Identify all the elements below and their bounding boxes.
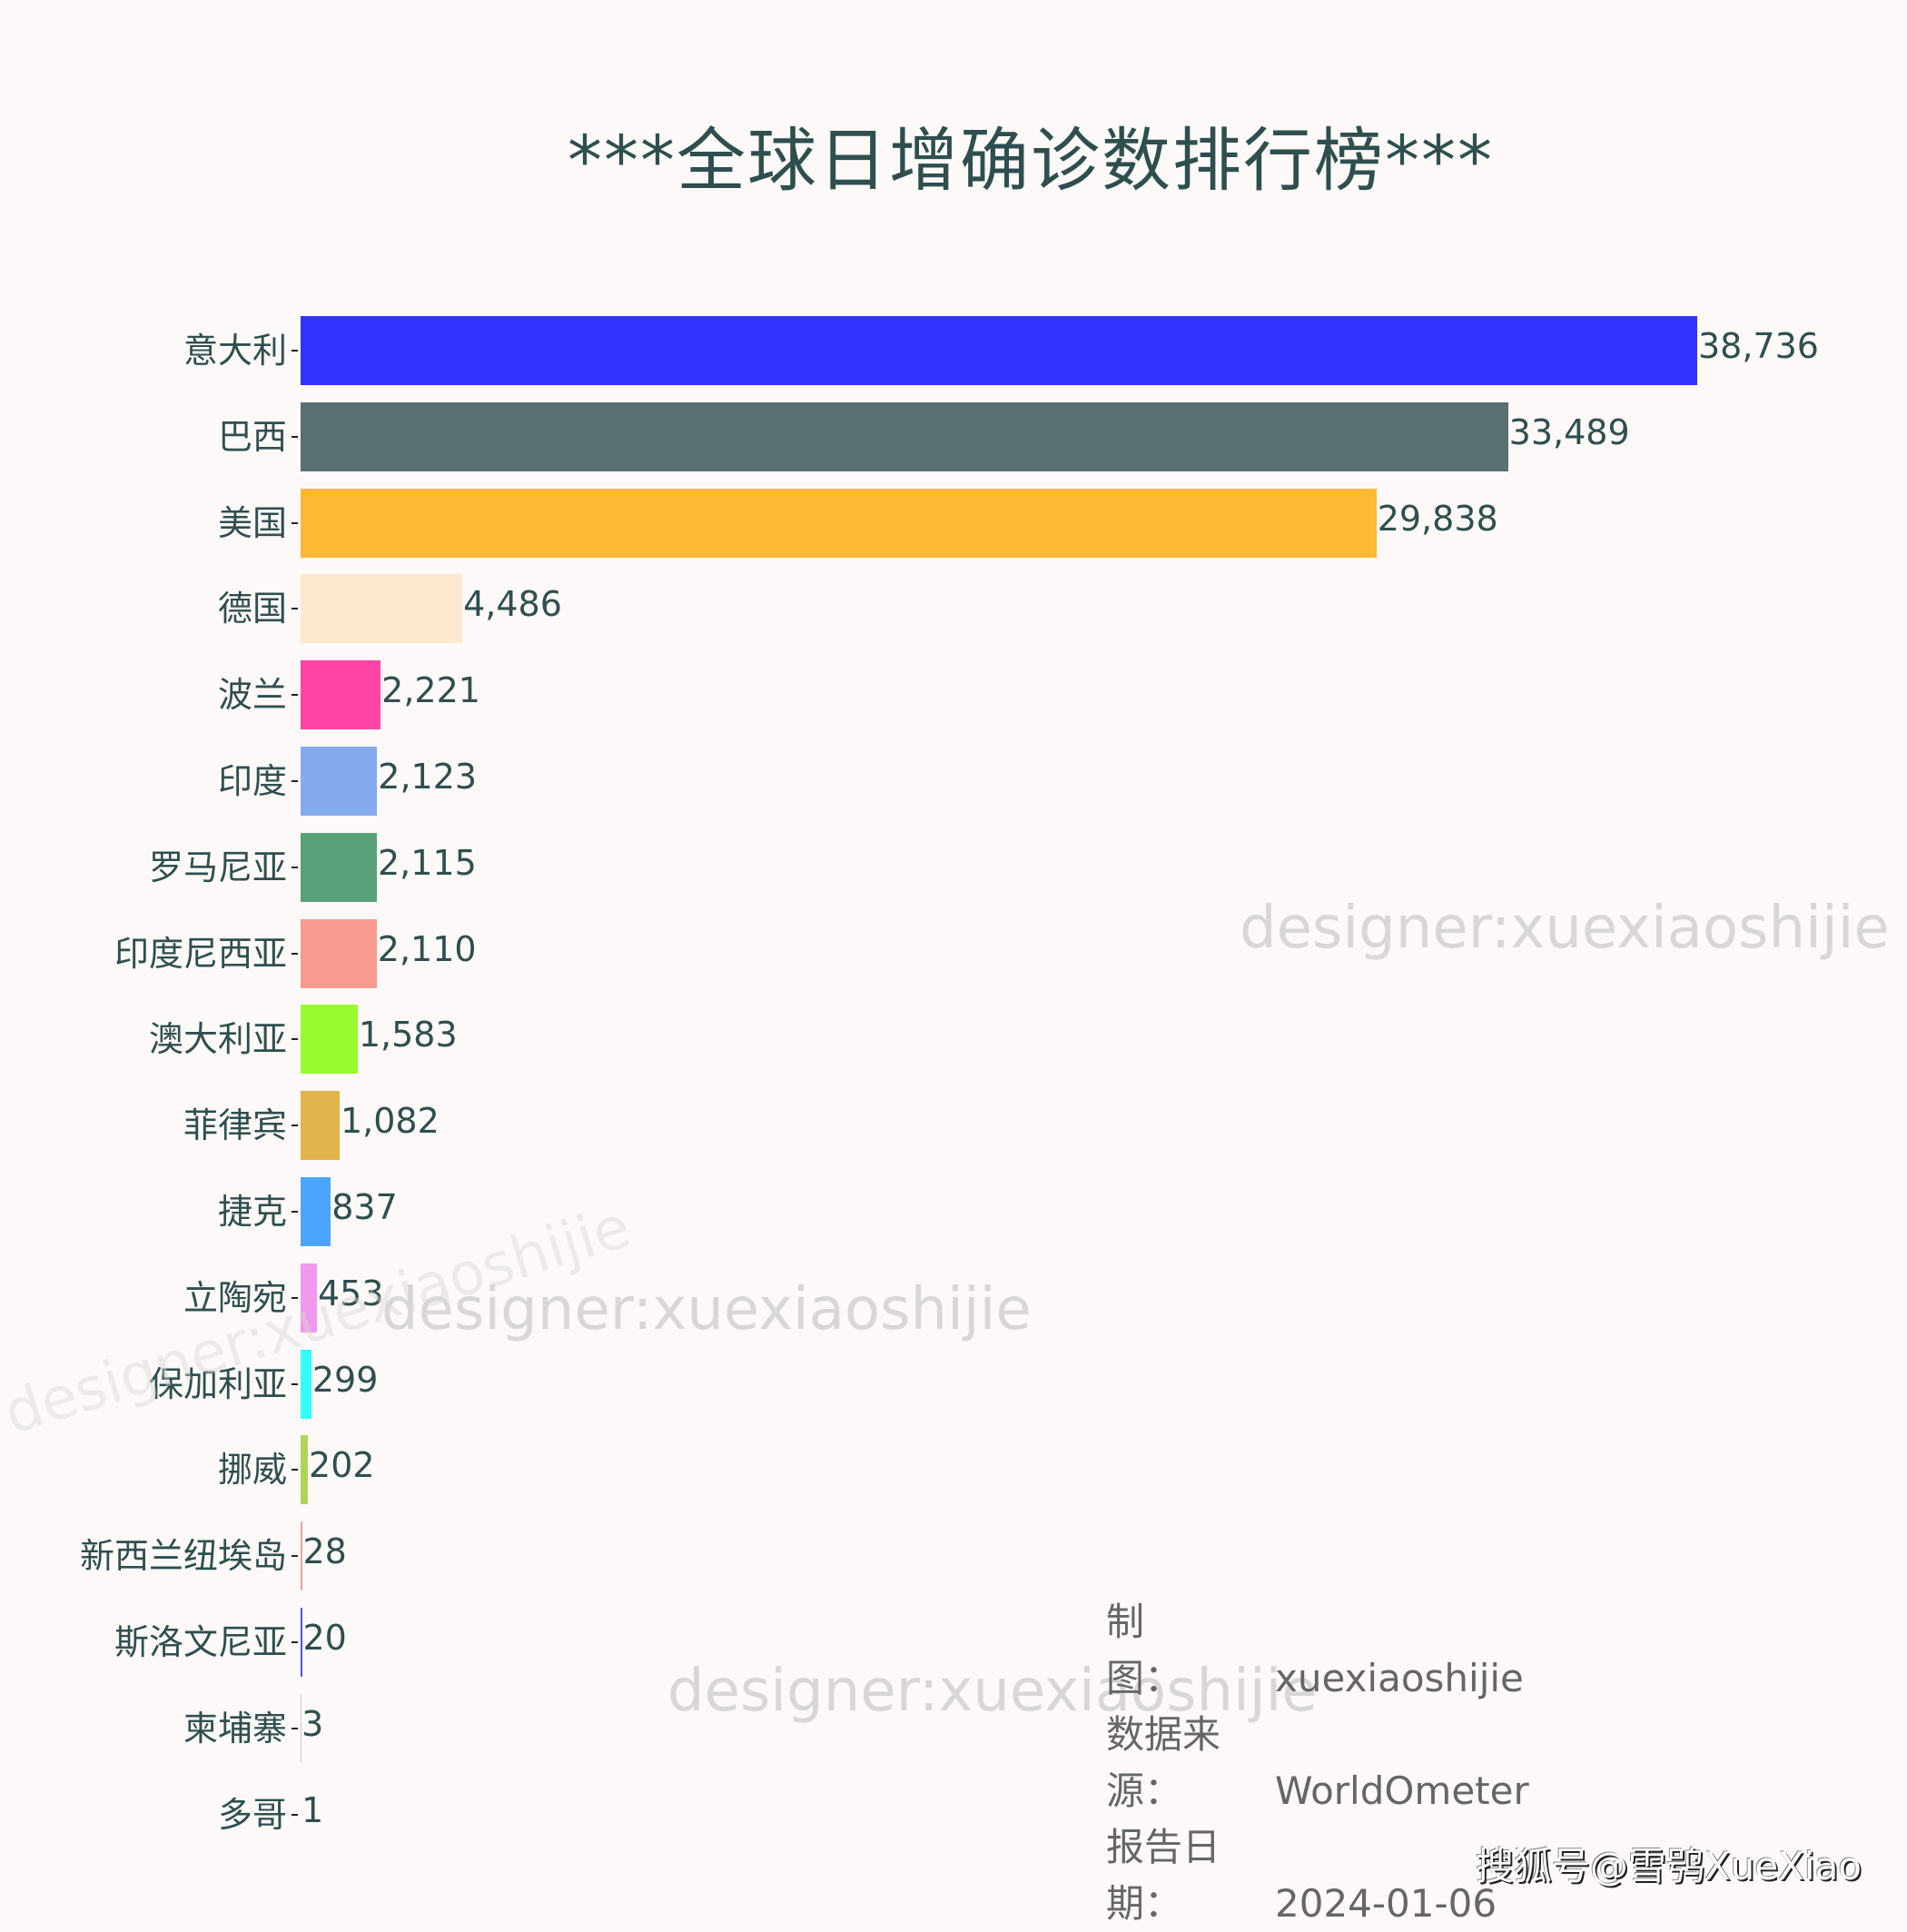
axis-tick [291, 1038, 298, 1040]
value-label: 1,583 [359, 1005, 458, 1074]
value-label: 1,082 [341, 1091, 440, 1160]
category-label: 美国 [218, 489, 287, 558]
category-label: 新西兰纽埃岛 [80, 1521, 287, 1590]
axis-tick [291, 1555, 298, 1557]
bar [301, 1435, 308, 1504]
axis-tick [291, 1814, 298, 1816]
bar [301, 1608, 302, 1677]
axis-tick [291, 953, 298, 955]
footer-credit: 搜狐号@雪鸮XueXiao [1476, 1836, 1862, 1891]
axis-tick [291, 1469, 298, 1471]
category-label: 柬埔寨 [183, 1694, 287, 1763]
bar-row: 德国 4,486 [0, 574, 1907, 643]
bar [301, 919, 377, 988]
category-label: 印度尼西亚 [114, 919, 287, 988]
bar [301, 402, 1508, 471]
axis-tick [291, 1211, 298, 1213]
watermark-right: designer:xuexiaoshijie [1240, 895, 1890, 962]
category-label: 捷克 [218, 1177, 287, 1246]
bar [301, 747, 377, 816]
value-label: 38,736 [1698, 316, 1819, 385]
value-label: 4,486 [463, 574, 562, 643]
value-label: 2,221 [381, 660, 480, 729]
value-label: 20 [303, 1608, 347, 1677]
bar-row: 菲律宾 1,082 [0, 1091, 1907, 1160]
category-label: 德国 [218, 574, 287, 643]
bar-row: 罗马尼亚 2,115 [0, 833, 1907, 902]
axis-tick [291, 522, 298, 524]
chart-notes: 制 图：xuexiaoshijie 数据来源：WorldOmeter 报告日期：… [1106, 1594, 1529, 1932]
axis-tick [291, 1125, 298, 1126]
axis-tick [291, 436, 298, 438]
category-label: 挪威 [218, 1435, 287, 1504]
axis-tick [291, 608, 298, 609]
source-line: 数据来源：WorldOmeter [1106, 1707, 1529, 1819]
bar-row: 印度 2,123 [0, 747, 1907, 816]
bar [301, 660, 380, 729]
bar-row: 巴西 33,489 [0, 402, 1907, 471]
axis-tick [291, 1728, 298, 1729]
value-label: 28 [303, 1521, 347, 1590]
category-label: 巴西 [218, 402, 287, 471]
maker-label: 制 图： [1106, 1594, 1275, 1707]
value-label: 2,110 [378, 919, 477, 988]
category-label: 澳大利亚 [149, 1005, 287, 1074]
category-label: 斯洛文尼亚 [114, 1608, 287, 1677]
value-label: 299 [312, 1350, 379, 1419]
bar [301, 574, 462, 643]
axis-tick [291, 867, 298, 868]
category-label: 波兰 [218, 660, 287, 729]
bar [301, 1177, 331, 1246]
source-label: 数据来源： [1106, 1707, 1275, 1819]
bar-row: 美国 29,838 [0, 489, 1907, 558]
value-label: 33,489 [1509, 402, 1630, 471]
bar-row: 挪威 202 [0, 1435, 1907, 1504]
bar-row: 捷克 837 [0, 1177, 1907, 1246]
value-label: 2,123 [378, 747, 477, 816]
axis-tick [291, 694, 298, 696]
value-label: 2,115 [378, 833, 477, 902]
bar-row: 澳大利亚 1,583 [0, 1005, 1907, 1074]
value-label: 29,838 [1378, 489, 1498, 558]
maker-value: xuexiaoshijie [1275, 1656, 1524, 1700]
value-label: 1 [301, 1780, 323, 1849]
bar-row: 波兰 2,221 [0, 660, 1907, 729]
axis-tick [291, 350, 298, 352]
bar [301, 833, 377, 902]
axis-tick [291, 1641, 298, 1643]
axis-tick [291, 780, 298, 782]
source-value: WorldOmeter [1275, 1769, 1529, 1813]
bar [301, 1521, 302, 1590]
category-label: 罗马尼亚 [149, 833, 287, 902]
maker-line: 制 图：xuexiaoshijie [1106, 1594, 1529, 1707]
category-label: 菲律宾 [183, 1091, 287, 1160]
value-label: 837 [331, 1177, 398, 1246]
category-label: 意大利 [183, 316, 287, 385]
category-label: 多哥 [218, 1780, 287, 1849]
value-label: 202 [309, 1435, 375, 1504]
value-label: 3 [301, 1694, 323, 1763]
axis-tick [291, 1383, 298, 1385]
date-label: 报告日期： [1106, 1819, 1275, 1932]
bar-row: 意大利 38,736 [0, 316, 1907, 385]
bar [301, 1091, 340, 1160]
bar [301, 489, 1377, 558]
bar [301, 316, 1697, 385]
date-line: 报告日期：2024-01-06 [1106, 1819, 1529, 1932]
date-value: 2024-01-06 [1275, 1881, 1497, 1926]
category-label: 印度 [218, 747, 287, 816]
bar [301, 1005, 358, 1074]
